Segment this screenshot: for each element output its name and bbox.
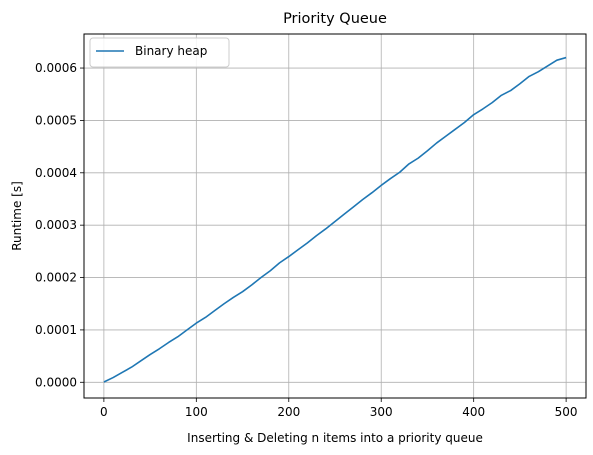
- chart-title: Priority Queue: [283, 11, 387, 27]
- x-tick-label: 100: [185, 405, 208, 419]
- y-tick-label: 0.0005: [35, 113, 77, 127]
- series-line-binary-heap: [103, 56, 567, 383]
- y-tick-label: 0.0002: [35, 271, 77, 285]
- y-tick-label: 0.0006: [35, 61, 77, 75]
- y-axis-label: Runtime [s]: [10, 181, 24, 251]
- x-tick-label: 300: [370, 405, 393, 419]
- y-tick-label: 0.0000: [35, 375, 77, 389]
- plot-frame: [83, 33, 587, 399]
- legend: Binary heap: [89, 37, 230, 68]
- x-tick-label: 0: [100, 405, 108, 419]
- x-axis: 0 100 200 300 400 500: [100, 398, 578, 419]
- x-tick-label: 500: [555, 405, 578, 419]
- x-axis-label: Inserting & Deleting n items into a prio…: [187, 431, 483, 445]
- legend-box: [89, 37, 230, 68]
- series-group: [103, 56, 567, 383]
- y-tick-label: 0.0003: [35, 218, 77, 232]
- legend-label-binary-heap: Binary heap: [135, 44, 207, 58]
- y-tick-label: 0.0004: [35, 166, 77, 180]
- grid: [84, 34, 586, 398]
- y-axis: 0.0000 0.0001 0.0002 0.0003 0.0004 0.0005 0.00…: [35, 61, 84, 389]
- y-tick-label: 0.0001: [35, 323, 77, 337]
- x-tick-label: 200: [277, 405, 300, 419]
- x-tick-label: 400: [462, 405, 485, 419]
